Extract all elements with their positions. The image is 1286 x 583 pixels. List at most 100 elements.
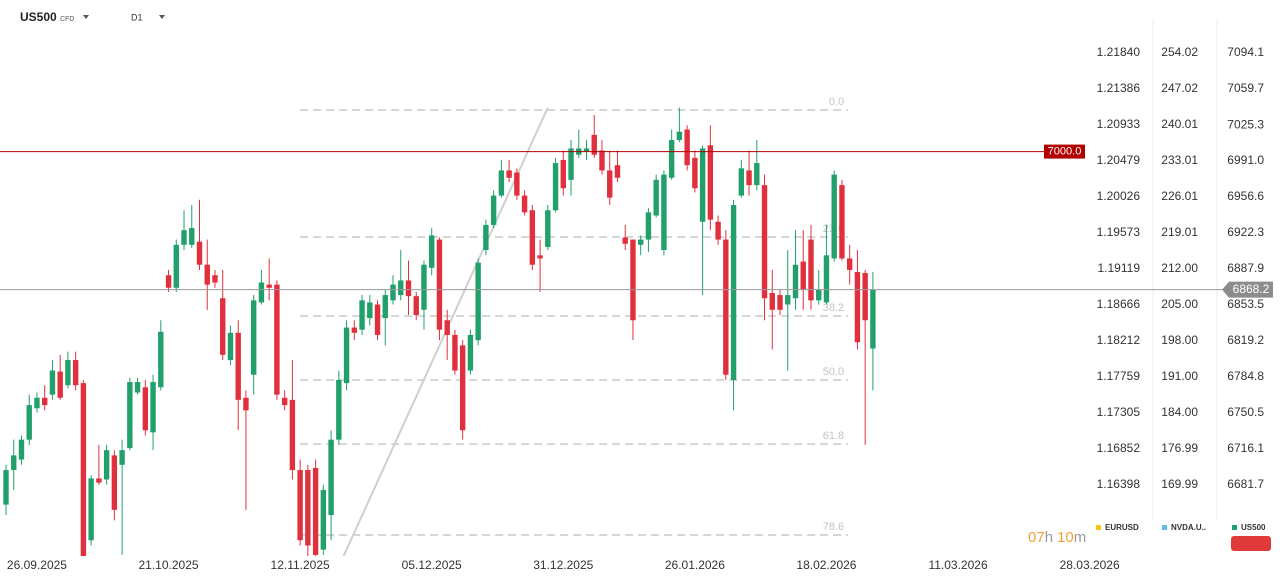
- candle-body: [630, 239, 636, 321]
- countdown: 07h 10m: [1028, 529, 1086, 546]
- candle-body: [274, 284, 280, 395]
- countdown-hour-unit: h: [1045, 529, 1053, 546]
- y-tick-label: 6956.6: [1227, 189, 1264, 203]
- candle-body: [57, 371, 63, 398]
- candle-body: [173, 244, 179, 288]
- y-tick-label: 7025.3: [1227, 117, 1264, 131]
- candle-body: [34, 397, 40, 409]
- candle-body: [692, 157, 698, 189]
- candle-body: [816, 289, 822, 301]
- y-tick-label: 6716.1: [1227, 441, 1264, 455]
- candle-body: [777, 295, 783, 310]
- candle-body: [707, 145, 714, 220]
- fib-label: 38.2: [823, 302, 844, 314]
- x-tick-label: 26.09.2025: [7, 558, 67, 572]
- fib-label: 0.0: [829, 96, 844, 108]
- candle-body: [436, 239, 443, 330]
- candle-body: [204, 264, 210, 285]
- candle-body: [785, 295, 791, 305]
- candle-body: [297, 470, 303, 541]
- fib-label: 61.8: [823, 430, 844, 442]
- candle-body: [41, 397, 48, 406]
- x-tick-label: 11.03.2026: [928, 558, 987, 572]
- legend-swatch: [1162, 525, 1167, 530]
- candle-body: [475, 262, 481, 341]
- candle-body: [490, 195, 497, 225]
- candle-body: [312, 467, 319, 555]
- y-tick-label: 1.21386: [1097, 81, 1141, 95]
- x-tick-label: 12.11.2025: [271, 558, 330, 572]
- candle-body: [769, 293, 775, 310]
- y-tick-label: 6784.8: [1227, 369, 1264, 383]
- candle-body: [18, 439, 25, 460]
- legend-swatch: [1232, 525, 1237, 530]
- dropdown-arrow[interactable]: [83, 15, 89, 19]
- y-tick-label: 1.16398: [1097, 477, 1141, 491]
- plot-area: 0.023.638.250.061.878.6: [3, 96, 876, 556]
- candle-body: [382, 295, 388, 319]
- timeframe[interactable]: D1: [131, 12, 143, 22]
- y-tick-label: 1.20479: [1097, 153, 1141, 167]
- candle-body: [336, 379, 342, 440]
- fib-label: 78.6: [823, 521, 844, 533]
- action-button[interactable]: [1231, 536, 1271, 551]
- candle-body: [181, 230, 187, 245]
- candle-body: [320, 489, 327, 550]
- y-tick-label: 240.01: [1161, 117, 1198, 131]
- candle-body: [870, 289, 876, 349]
- countdown-hours: 07: [1028, 529, 1045, 546]
- candle-body: [258, 282, 265, 303]
- symbol[interactable]: US500: [20, 10, 57, 24]
- y-tick-label: 1.19119: [1098, 261, 1141, 275]
- candle-body: [754, 163, 760, 186]
- candle-body: [614, 165, 621, 178]
- candle-body: [723, 239, 729, 375]
- y-tick-label: 1.16852: [1097, 441, 1141, 455]
- candle-body: [684, 129, 690, 166]
- candle-body: [367, 302, 373, 319]
- y-tick-label: 1.17759: [1097, 369, 1141, 383]
- candle-body: [103, 450, 110, 480]
- candle-body: [212, 275, 218, 283]
- candle-body: [281, 397, 288, 406]
- y-tick-label: 219.01: [1161, 225, 1198, 239]
- y-tick-label: 191.00: [1161, 369, 1198, 383]
- y-tick-label: 1.20933: [1097, 117, 1141, 131]
- candle-body: [568, 148, 574, 180]
- x-tick-label: 21.10.2025: [139, 558, 199, 572]
- candle-body: [158, 331, 164, 388]
- y-tick-label: 198.00: [1161, 333, 1198, 347]
- candle-body: [65, 360, 71, 386]
- candle-body: [111, 455, 118, 510]
- candle-body: [808, 239, 814, 301]
- dropdown-arrow[interactable]: [159, 15, 165, 19]
- candle-body: [405, 280, 412, 297]
- candle-body: [343, 327, 350, 384]
- y-tick-label: 6750.5: [1227, 405, 1264, 419]
- candle-body: [730, 205, 737, 380]
- candle-body: [220, 298, 226, 355]
- candle-body: [119, 450, 125, 465]
- candle-body: [266, 284, 272, 288]
- price-level-label: 7000.0: [1048, 145, 1082, 157]
- y-tick-label: 6991.0: [1227, 153, 1264, 167]
- candle-body: [599, 150, 605, 171]
- candle-body: [421, 264, 427, 310]
- candle-body: [800, 261, 806, 290]
- candle-body: [699, 148, 706, 222]
- candle-body: [622, 237, 628, 244]
- candle-body: [839, 185, 845, 259]
- candle-body: [11, 455, 17, 471]
- countdown-minute-unit: m: [1074, 529, 1087, 546]
- instrument-type: CFD: [60, 16, 74, 23]
- candle-body: [142, 387, 149, 431]
- y-tick-label: 6887.9: [1227, 261, 1264, 275]
- candle-body: [351, 327, 358, 333]
- candle-body: [607, 170, 613, 198]
- legend-label: US500: [1241, 523, 1266, 532]
- countdown-minutes: 10: [1057, 529, 1074, 546]
- candle-body: [398, 280, 404, 296]
- candle-body: [846, 258, 853, 270]
- candle-body: [521, 195, 528, 213]
